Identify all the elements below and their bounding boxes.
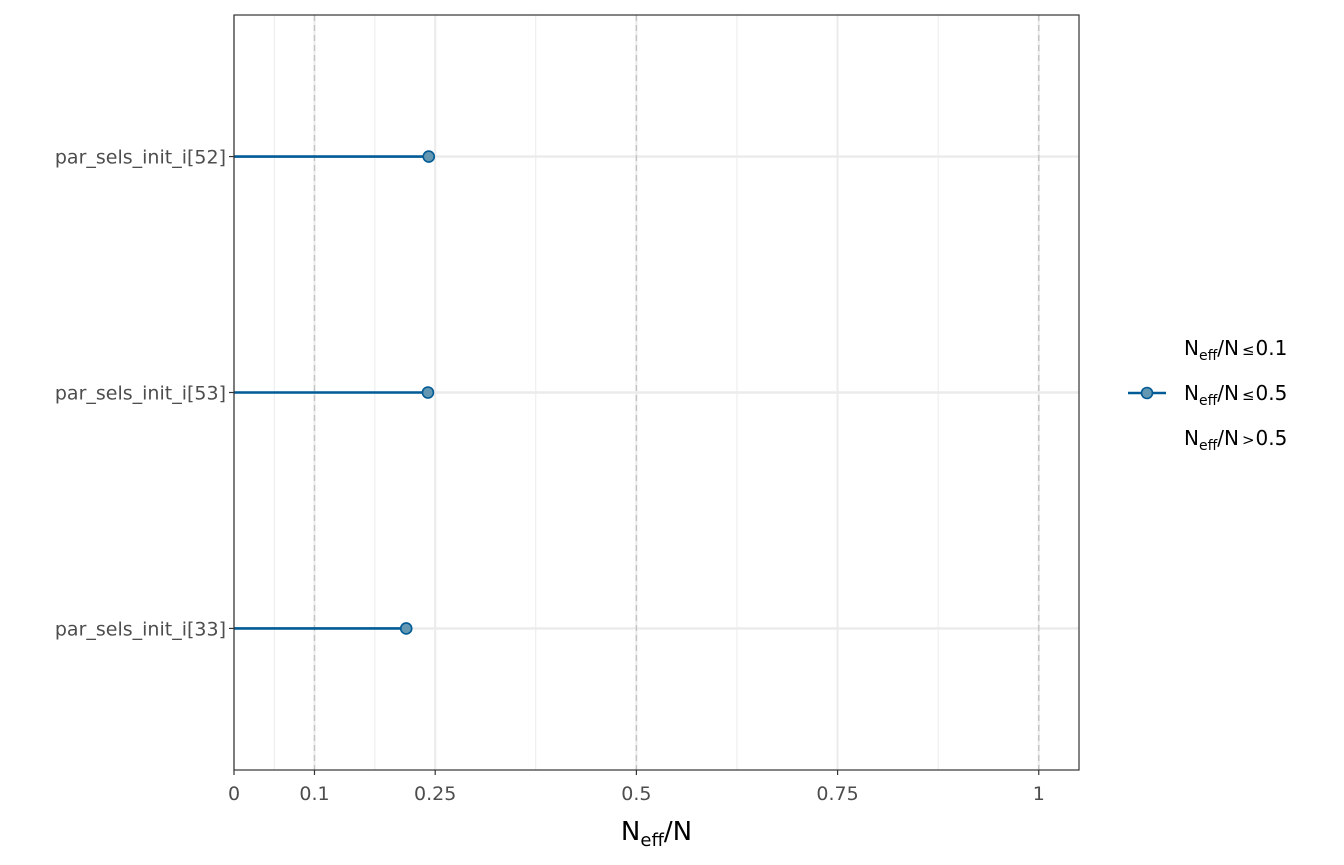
legend-key-point	[1140, 386, 1154, 400]
legend-label: Neff/N >0.5	[1184, 426, 1287, 454]
y-tick-label: par_sels_init_i[53]	[55, 383, 226, 405]
lollipop-point	[422, 150, 436, 163]
x-axis-title: Neff/N	[621, 817, 692, 851]
axis-layer: par_sels_init_i[52] par_sels_init_i[53]pa…	[55, 147, 1045, 851]
x-tick-label: 0	[228, 783, 240, 805]
y-tick-label: par_sels_init_i[52]	[55, 147, 226, 169]
legend-label: Neff/N ≤0.1	[1184, 336, 1287, 364]
legend-label: Neff/N ≤0.5	[1184, 381, 1287, 409]
legend: Neff/N ≤0.1 Neff/N ≤0.5 Neff/N >0.5	[1128, 336, 1287, 454]
x-tick-label: 0.75	[816, 783, 858, 805]
x-tick-label: 1	[1033, 783, 1045, 805]
y-tick-label: par_sels_init_i[33]	[55, 618, 226, 640]
x-tick-label: 0.25	[414, 783, 456, 805]
legend-item: Neff/N >0.5	[1184, 426, 1287, 454]
legend-item: Neff/N ≤0.1	[1184, 336, 1287, 364]
marks-layer	[234, 150, 436, 635]
legend-item: Neff/N ≤0.5	[1128, 381, 1287, 409]
x-tick-label: 0.1	[299, 783, 329, 805]
lollipop-point	[421, 386, 435, 399]
x-tick-label: 0.5	[621, 783, 651, 805]
lollipop-point	[399, 622, 413, 635]
